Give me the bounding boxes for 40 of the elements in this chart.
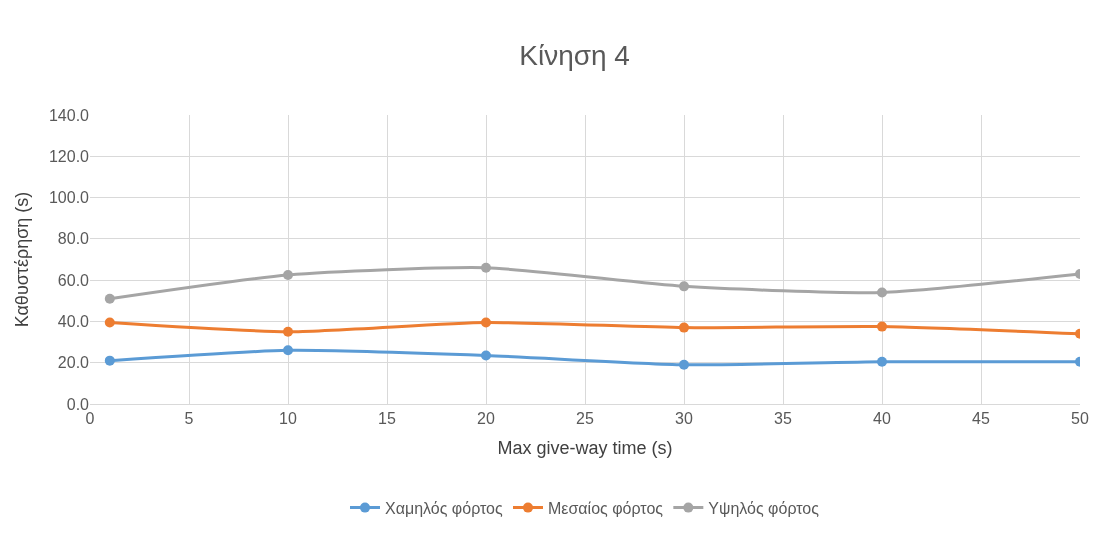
point <box>481 262 491 273</box>
chart-title: Κίνηση 4 <box>519 40 630 72</box>
x-tick-label: 45 <box>972 410 990 428</box>
x-tick-label: 40 <box>873 410 891 428</box>
x-axis-title: Max give-way time (s) <box>497 438 673 459</box>
x-tick-label: 50 <box>1071 410 1089 428</box>
point <box>283 326 293 337</box>
point <box>679 281 689 292</box>
y-tick-label: 20.0 <box>57 354 90 372</box>
point <box>679 359 689 370</box>
x-tick-label: 25 <box>576 410 594 428</box>
x-tick-label: 35 <box>774 410 792 428</box>
point <box>877 356 887 367</box>
point <box>679 322 689 333</box>
x-tick-label: 20 <box>477 410 495 428</box>
point <box>104 293 115 304</box>
x-tick-label: 0 <box>85 410 95 428</box>
point <box>877 321 887 332</box>
legend-label: Μεσαίος φόρτος <box>547 499 664 517</box>
point <box>877 287 887 298</box>
legend-label: Υψηλός φόρτος <box>708 499 820 517</box>
y-axis-title: Καθυστέρηση (s) <box>12 191 33 328</box>
legend-label: Χαμηλός φόρτος <box>385 499 503 517</box>
y-tick-label: 140.0 <box>48 106 90 124</box>
y-tick-label: 60.0 <box>57 271 90 289</box>
point <box>283 269 293 280</box>
y-tick-label: 40.0 <box>57 313 90 331</box>
y-tick-label: 80.0 <box>57 230 90 248</box>
point <box>104 355 115 366</box>
point <box>481 317 491 328</box>
point <box>283 345 293 356</box>
x-tick-label: 30 <box>675 410 693 428</box>
y-tick-label: 120.0 <box>48 147 90 165</box>
y-tick-label: 0.0 <box>66 395 90 413</box>
x-tick-label: 10 <box>279 410 297 428</box>
x-tick-label: 5 <box>184 410 194 428</box>
point <box>481 350 491 361</box>
x-tick-label: 15 <box>378 410 396 428</box>
y-tick-label: 100.0 <box>48 189 90 207</box>
point <box>104 317 115 328</box>
